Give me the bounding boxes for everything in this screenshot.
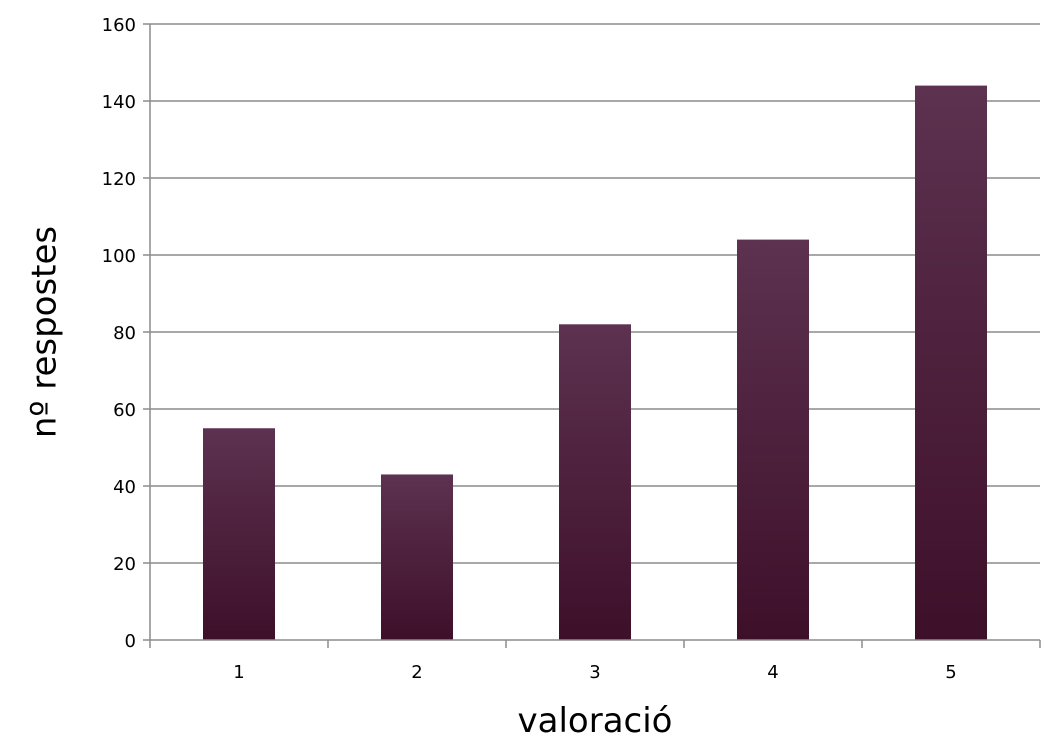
y-tick-label: 140 — [102, 92, 136, 113]
y-tick-label: 80 — [113, 323, 136, 344]
bar — [915, 85, 987, 641]
y-tick-labels: 0 20 40 60 80 100 120 140 160 — [102, 15, 136, 652]
bar — [381, 474, 453, 640]
x-tick-label: 3 — [589, 662, 600, 683]
y-tick-label: 20 — [113, 554, 136, 575]
x-tick-label: 4 — [767, 662, 778, 683]
bar — [559, 324, 631, 640]
y-tick-label: 160 — [102, 15, 136, 36]
x-tick-label: 1 — [233, 662, 244, 683]
x-axis-title: valoració — [518, 701, 673, 740]
y-tick-label: 100 — [102, 246, 136, 267]
bar — [737, 239, 809, 640]
y-tick-label: 60 — [113, 400, 136, 421]
y-tick-label: 120 — [102, 169, 136, 190]
x-tick-label: 2 — [411, 662, 422, 683]
bar — [203, 428, 275, 640]
axes — [143, 23, 1041, 648]
y-tick-label: 0 — [125, 631, 136, 652]
x-tick-label: 5 — [945, 662, 956, 683]
x-tick-labels: 1 2 3 4 5 — [233, 662, 956, 683]
bars — [203, 85, 987, 641]
y-axis-title: nº respostes — [25, 226, 65, 438]
y-tick-label: 40 — [113, 477, 136, 498]
